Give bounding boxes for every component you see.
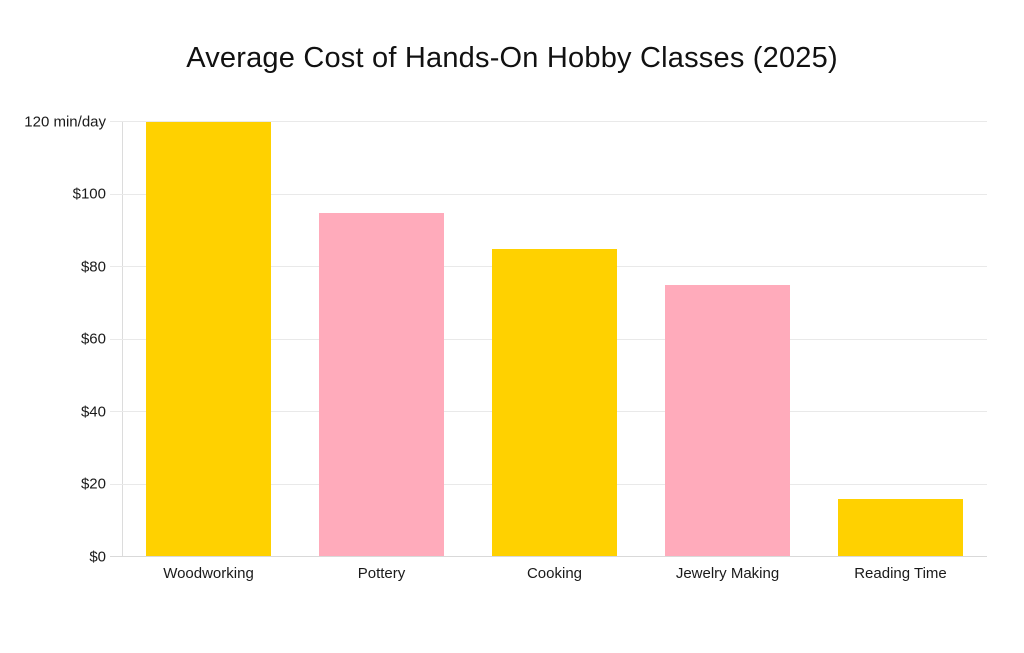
y-tick-label: $100 [72,185,106,203]
y-tick-label: $0 [89,547,106,565]
bars-row [122,122,987,557]
x-axis-line [110,556,987,557]
x-tick-label-cooking: Cooking [526,565,583,582]
y-tick-label: $80 [80,257,106,275]
gridline [110,121,987,122]
chart-title: Average Cost of Hands-On Hobby Classes (… [186,42,838,74]
y-axis-line [122,122,123,557]
y-tick-label: $40 [80,402,106,420]
bar-woodworking [145,122,272,557]
bar-jewelry-making [664,285,791,557]
x-tick-label-woodworking: Woodworking [163,565,254,582]
bar-slot-jewelry-making [641,122,814,557]
bar-cooking [491,248,618,557]
bar-slot-woodworking [122,122,295,557]
bar-slot-cooking [468,122,641,557]
bar-pottery [318,212,445,557]
bar-reading-time [837,499,964,557]
y-tick-label: $20 [80,475,106,493]
plot-area: $0 $20 $40 $60 $80 $100 120 min/day [24,113,987,564]
x-tick-label-reading-time: Reading Time [854,565,947,582]
y-tick-label: $60 [80,330,106,348]
gridline [110,193,987,195]
y-tick-label: 120 min/day [24,112,106,130]
x-tick-label-pottery: Pottery [357,565,406,582]
x-axis-labels: Woodworking Pottery Cooking Jewelry Making R… [122,565,987,582]
x-tick-label-jewelry-making: Jewelry Making [675,565,780,582]
bar-slot-reading-time [814,122,987,557]
bar-slot-pottery [295,122,468,557]
